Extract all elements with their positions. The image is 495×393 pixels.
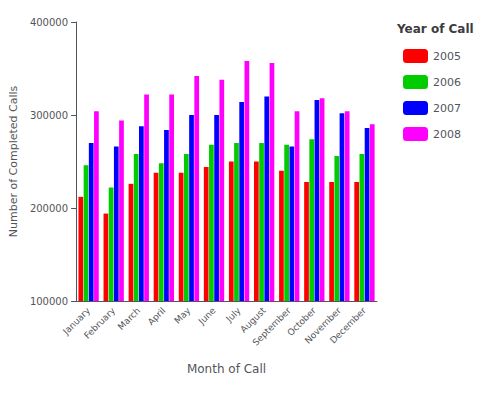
svg-text:March: March	[116, 305, 142, 331]
svg-text:June: June	[196, 305, 218, 327]
svg-text:Number of Completed Calls: Number of Completed Calls	[7, 85, 20, 237]
svg-text:October: October	[285, 305, 318, 338]
svg-text:2008: 2008	[433, 128, 461, 141]
svg-text:200000: 200000	[30, 203, 68, 214]
svg-text:February: February	[82, 305, 118, 341]
svg-text:Year of Call: Year of Call	[396, 22, 474, 36]
svg-text:2007: 2007	[433, 102, 461, 115]
svg-text:September: September	[251, 305, 293, 347]
svg-text:2005: 2005	[433, 50, 461, 63]
svg-text:100000: 100000	[30, 296, 68, 307]
svg-text:2006: 2006	[433, 76, 461, 89]
svg-text:July: July	[223, 305, 243, 325]
svg-text:December: December	[328, 305, 368, 345]
svg-text:May: May	[172, 305, 193, 326]
svg-text:300000: 300000	[30, 110, 68, 121]
svg-text:November: November	[302, 305, 343, 346]
svg-text:August: August	[238, 305, 268, 335]
svg-text:400000: 400000	[30, 17, 68, 28]
svg-text:April: April	[146, 305, 168, 327]
svg-text:Month of Call: Month of Call	[187, 362, 266, 376]
svg-text:January: January	[61, 305, 93, 337]
